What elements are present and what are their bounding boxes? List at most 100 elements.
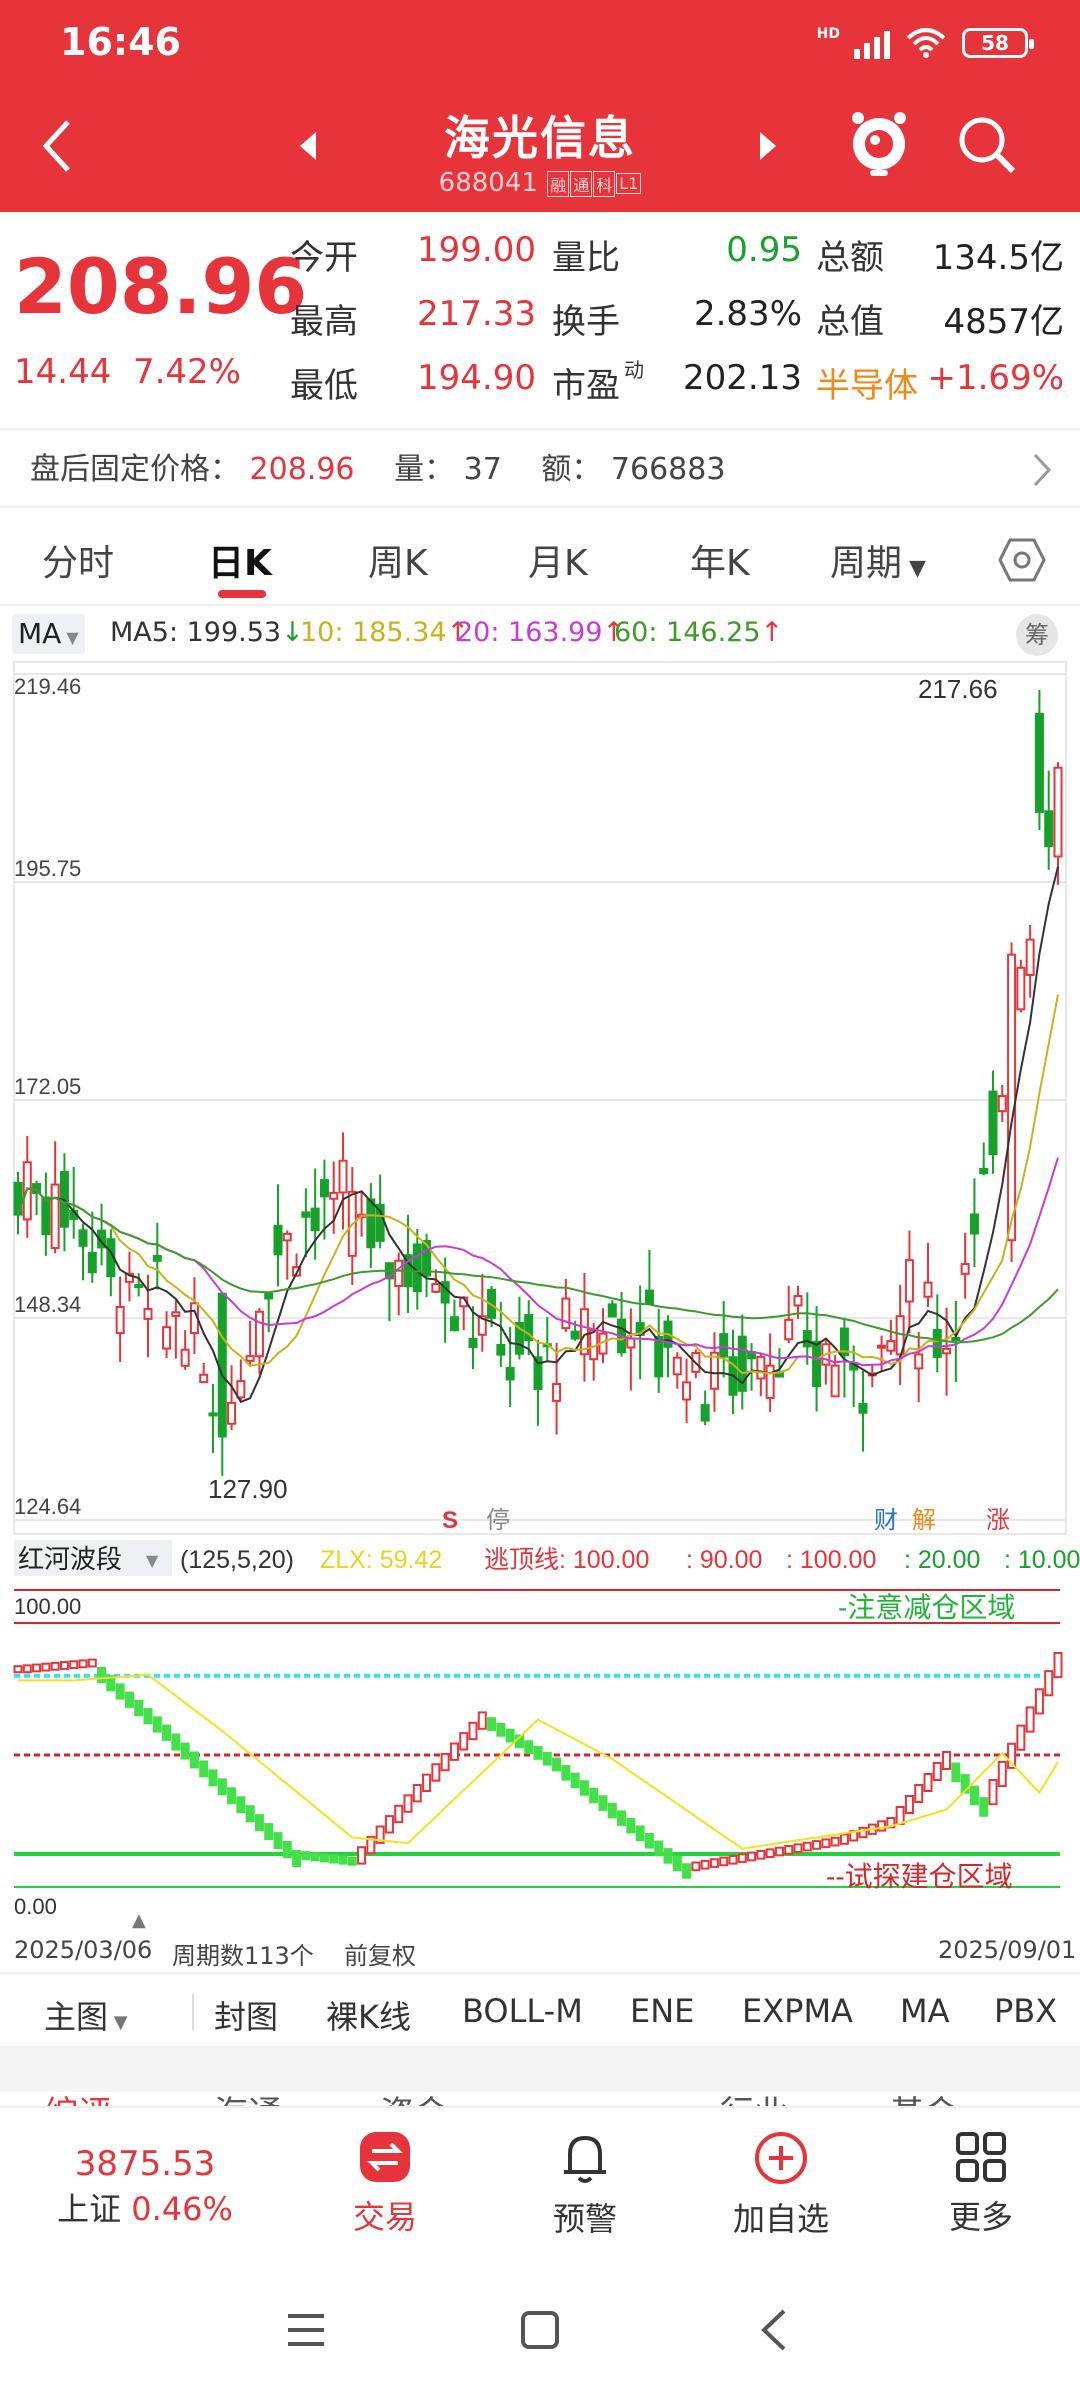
nav-index[interactable]: 3875.53 上证 0.46%	[50, 2118, 240, 2230]
tab-yearly[interactable]: 年K	[690, 543, 750, 584]
oscillator-bar	[579, 1780, 589, 1796]
oscillator-bar	[78, 1659, 88, 1669]
status-bar: 16:46 HD 58	[0, 0, 1080, 90]
tab-period[interactable]: 周期 ▼	[830, 534, 926, 586]
unlock-marker: 解	[912, 1507, 936, 1534]
ind-tab-7[interactable]: PBX	[994, 1992, 1058, 2030]
ind-tab-4[interactable]: ENE	[630, 1992, 695, 2030]
ma5-text: MA5: 199.53	[110, 617, 282, 648]
candle-body	[124, 1272, 134, 1283]
ind-tab-6[interactable]: MA	[900, 1992, 950, 2030]
candle-body	[1034, 712, 1044, 813]
ma20-text: 20: 163.99	[456, 617, 603, 648]
back-nav-icon[interactable]	[760, 2308, 788, 2352]
ma-legend: MA ▼ MA5: 199.53↓ 10: 185.34↑ 20: 163.99…	[0, 606, 1080, 660]
oscillator-bar	[765, 1848, 775, 1858]
oscillator-bar	[654, 1840, 664, 1857]
tab-weekly[interactable]: 周K	[368, 543, 428, 584]
suspend-marker: 停	[486, 1507, 510, 1534]
oscillator-bar	[821, 1838, 831, 1849]
oscillator-bar	[124, 1691, 134, 1708]
ma5-line	[17, 866, 1059, 1404]
ind-tab-3[interactable]: BOLL-M	[462, 1992, 583, 2030]
tab-intraday[interactable]: 分时	[42, 543, 115, 584]
nav-alert[interactable]: 预警	[520, 2118, 650, 2240]
ind-tab-5[interactable]: EXPMA	[742, 1992, 853, 2030]
oscillator-bar	[663, 1848, 673, 1864]
after-label: 盘后固定价格：	[30, 452, 240, 487]
candle-body	[858, 1403, 868, 1414]
ma-selector-label: MA	[18, 617, 62, 650]
candle-body	[468, 1337, 478, 1349]
candle-body	[784, 1318, 794, 1341]
caret-down-icon: ▼	[902, 556, 926, 581]
oscillator-bar	[505, 1728, 515, 1743]
partial-4[interactable]: 行业	[720, 2092, 788, 2106]
main-chart-selector[interactable]: 主图 ▼	[44, 1992, 128, 2038]
next-stock-icon[interactable]	[758, 132, 778, 160]
partial-5[interactable]: 基金	[890, 2092, 958, 2106]
settings-hexagon-icon[interactable]	[998, 538, 1046, 582]
back-icon[interactable]	[40, 118, 74, 174]
stock-code: 688041 融通科 L1	[0, 168, 1080, 198]
quote-label: 最低	[290, 366, 358, 406]
after-vol: 37	[463, 452, 502, 487]
menu-icon[interactable]	[286, 2312, 326, 2348]
ma-selector[interactable]: MA ▼	[12, 614, 85, 654]
ma60-text: 60: 146.25	[614, 617, 761, 648]
candle-body	[700, 1404, 710, 1422]
finance-marker: 财	[874, 1507, 898, 1534]
candle-body	[449, 1316, 459, 1332]
add-circle-icon	[755, 2132, 807, 2184]
oscillator-bar	[459, 1732, 469, 1751]
quote-label: 市盈	[552, 366, 620, 406]
tab-monthly[interactable]: 月K	[528, 543, 588, 584]
mascot-icon[interactable]	[848, 108, 910, 178]
nav-trade[interactable]: 交易	[320, 2118, 450, 2238]
after-hours-bar[interactable]: 盘后固定价格： 208.96 量： 37 额： 766883	[0, 428, 1080, 508]
code-text: 688041	[438, 168, 538, 198]
candle-body	[552, 1383, 562, 1402]
kline-chart[interactable]: 219.46 195.75 172.05 148.34 124.64 217.66 127.…	[0, 660, 1080, 1930]
oscillator-bar	[923, 1773, 933, 1792]
candle-body	[208, 1412, 218, 1417]
arrow-up-icon: ↑	[602, 617, 626, 648]
nav-add[interactable]: 加自选	[716, 2118, 846, 2240]
candle-body	[422, 1239, 432, 1277]
candle-body	[988, 1090, 998, 1156]
partial-2[interactable]: 海通	[214, 2092, 282, 2106]
chip-button[interactable]: 筹	[1016, 614, 1058, 656]
candle-body	[514, 1321, 524, 1355]
price-change: 14.44 7.42%	[14, 352, 241, 392]
candle-body	[709, 1351, 719, 1390]
ind-tab-1[interactable]: 封图	[214, 1998, 279, 2036]
system-nav	[0, 2246, 1080, 2400]
oscillator-bar	[904, 1795, 914, 1814]
partial-1[interactable]: 综评	[44, 2092, 112, 2106]
quote-value: 217.33	[417, 294, 536, 334]
price-axis-label: 124.64	[14, 1494, 81, 1519]
candle-body	[134, 1284, 144, 1289]
candle-body	[245, 1355, 255, 1362]
active-tab-indicator	[218, 590, 266, 598]
oscillator-bar	[728, 1854, 738, 1865]
arrow-up-icon: ↑	[760, 617, 784, 648]
candle-body	[802, 1330, 812, 1348]
quote-label: 今开	[290, 238, 358, 278]
index-value: 3875.53	[74, 2144, 216, 2184]
prev-stock-icon[interactable]	[298, 132, 318, 160]
ind-tab-2[interactable]: 裸K线	[326, 1998, 411, 2036]
partial-3[interactable]: 资金	[380, 2092, 448, 2106]
candle-body	[310, 1207, 320, 1232]
tab-daily[interactable]: 日K	[208, 543, 272, 584]
low-price-label: 127.90	[208, 1474, 288, 1504]
oscillator-bar	[69, 1660, 79, 1670]
candle-body	[366, 1198, 376, 1249]
divider	[192, 1994, 194, 2030]
limit-up-marker: 涨	[986, 1507, 1010, 1534]
oscillator-bar	[310, 1852, 320, 1862]
home-icon[interactable]	[520, 2310, 560, 2350]
search-icon[interactable]	[956, 114, 1018, 176]
nav-more[interactable]: 更多	[916, 2118, 1046, 2238]
last-price: 208.96	[14, 242, 308, 331]
